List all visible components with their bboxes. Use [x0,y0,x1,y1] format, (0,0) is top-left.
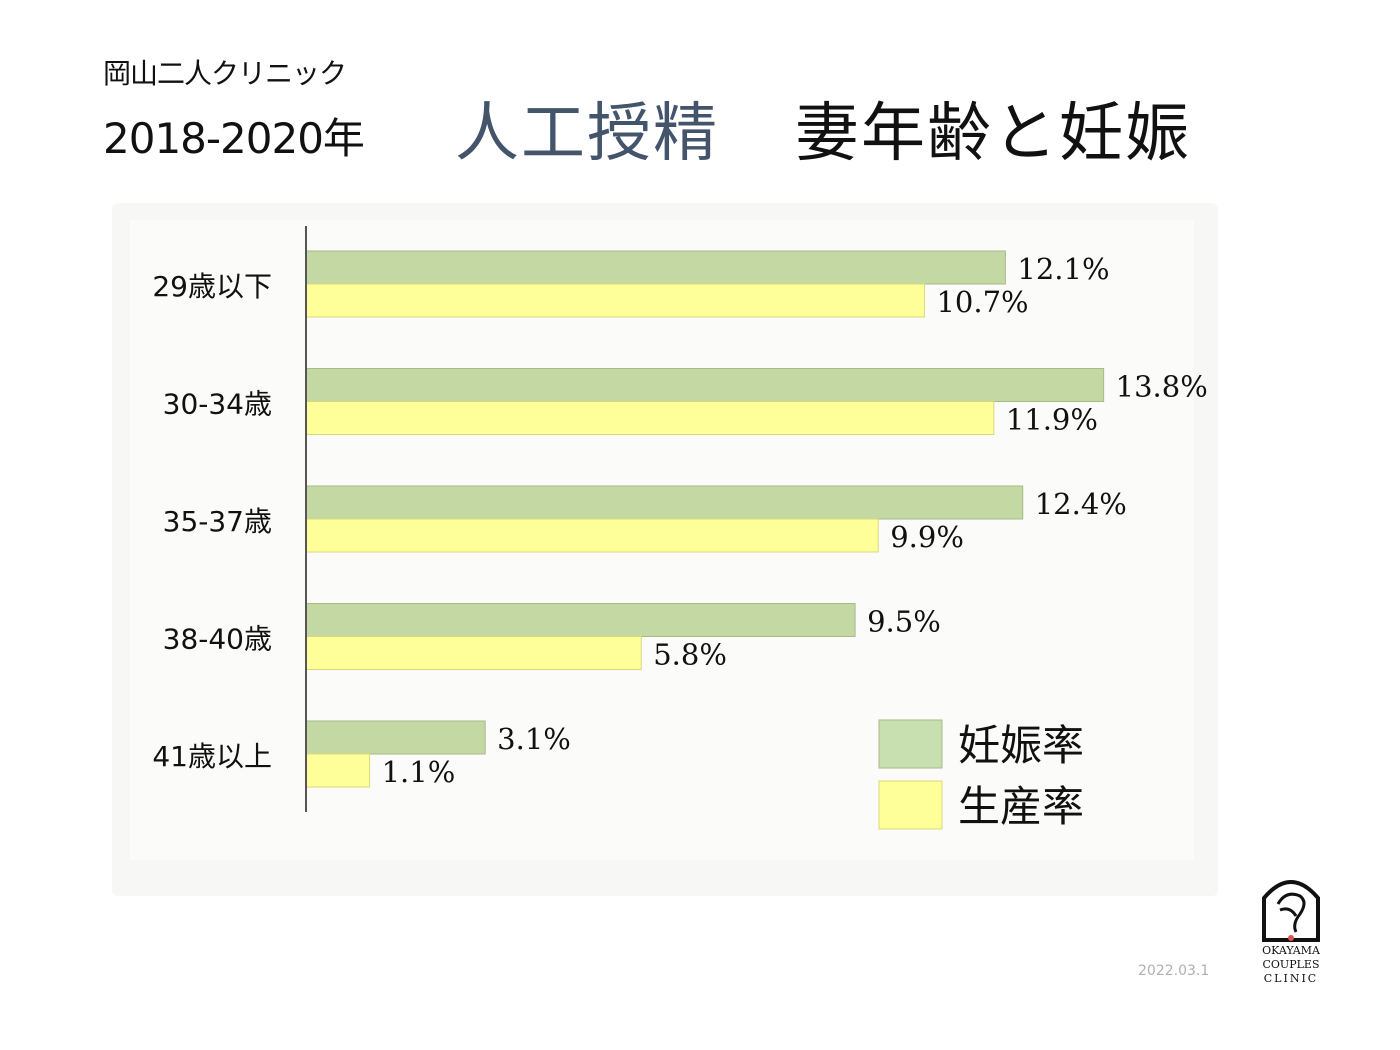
value-label: 10.7% [936,285,1028,319]
logo-emblem-icon [1262,880,1320,942]
value-label: 1.1% [382,755,456,789]
value-label: 11.9% [1006,403,1098,437]
bar-birth-rate [305,636,642,670]
bar-pregnancy-rate [305,603,856,637]
chart-title: 人工授精 [455,97,719,171]
category-label: 41歳以上 [152,740,272,773]
bar-birth-rate [305,518,879,553]
category-label: 30-34歳 [163,388,272,421]
category-label: 35-37歳 [163,505,272,538]
value-label: 12.4% [1035,487,1127,521]
bar-pregnancy-rate [305,485,1024,520]
bar-pregnancy-rate [305,250,1006,285]
value-label: 12.1% [1017,252,1109,286]
value-label: 5.8% [653,638,727,672]
legend-swatch [878,719,943,769]
clinic-name: 岡山二人クリニック [103,57,347,90]
category-label: 29歳以下 [152,270,272,303]
legend-label: 妊娠率 [958,721,1084,770]
bar-pregnancy-rate [305,368,1105,402]
legend-swatch [878,780,943,830]
value-label: 9.5% [867,605,941,639]
logo-crane-icon [1276,892,1306,933]
value-label: 13.8% [1116,370,1208,404]
date-stamp: 2022.03.1 [1138,963,1210,979]
value-label: 9.9% [890,520,964,554]
year-range: 2018-2020年 [103,114,365,163]
bar-pregnancy-rate [305,720,486,755]
bar-birth-rate [305,753,371,788]
logo-line-2: COUPLES [1263,958,1320,971]
bar-birth-rate [305,401,995,435]
category-label: 38-40歳 [163,623,272,656]
value-label: 3.1% [497,722,571,756]
chart-subtitle: 妻年齢と妊娠 [795,97,1191,171]
clinic-logo: OKAYAMA COUPLES CLINIC [1262,880,1321,985]
logo-line-3: CLINIC [1264,972,1318,985]
bar-birth-rate [305,283,925,318]
logo-line-1: OKAYAMA [1262,944,1321,957]
legend-label: 生産率 [958,782,1084,831]
